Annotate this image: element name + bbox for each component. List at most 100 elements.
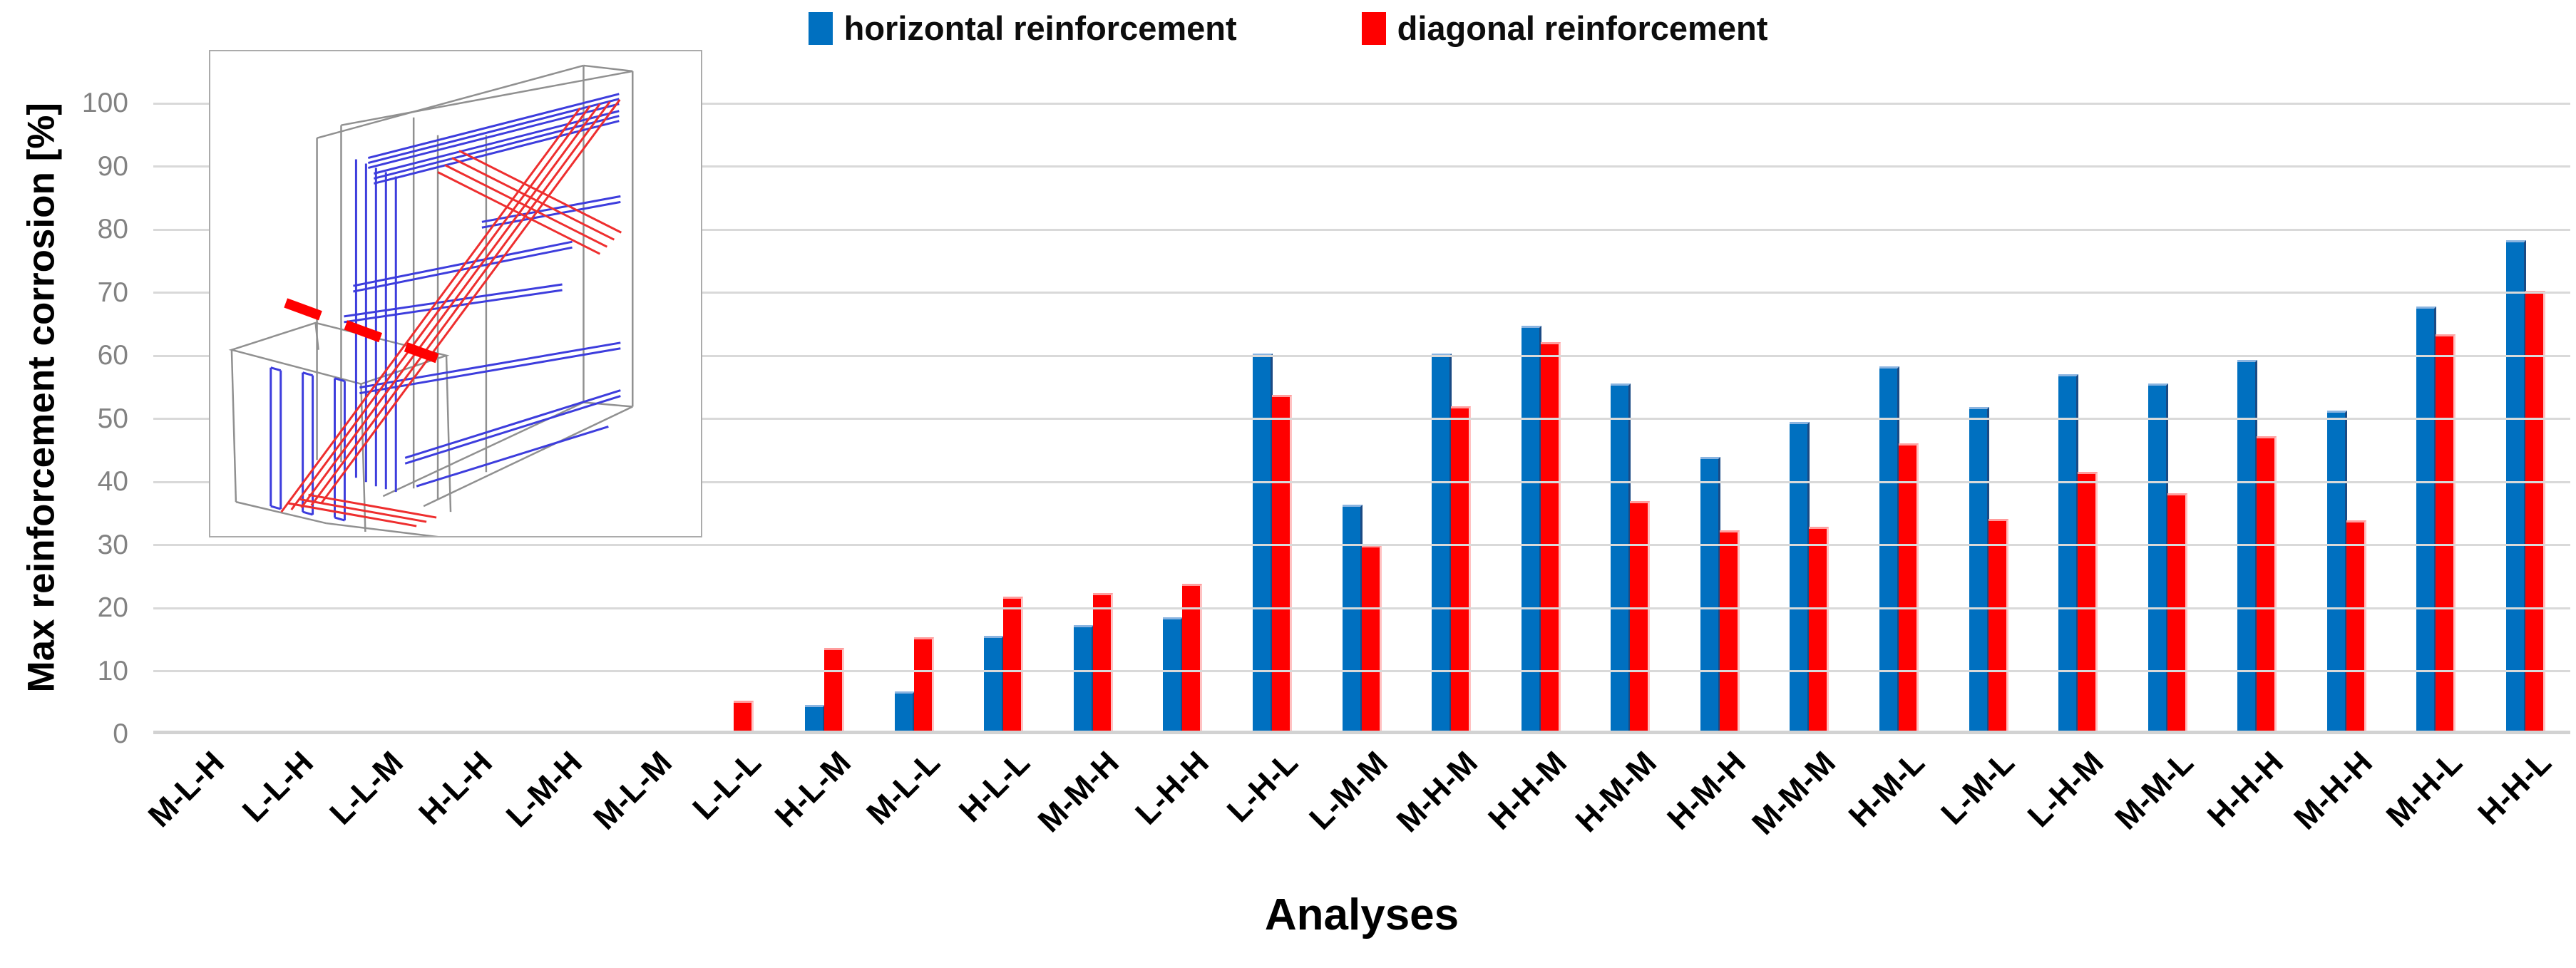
y-axis-tick-labels: 0 10 20 30 40 50 60 70 80 90 100: [0, 88, 128, 749]
diagonal-bar-H-L-L: [1003, 596, 1024, 734]
bar-group-L-L-L: [690, 103, 780, 734]
bar-group-M-M-L: [2123, 103, 2212, 734]
plot-area: [153, 102, 2571, 734]
bar-group-L-H-M: [2033, 103, 2123, 734]
horizontal-rebar-lines: [270, 93, 621, 522]
bar-group-H-M-M: [1586, 103, 1676, 734]
x-axis-title: Analyses: [1264, 890, 1459, 939]
diagonal-series-swatch-icon: [1361, 11, 1386, 45]
x-tick-label-H-M-M: H-M-M: [1568, 743, 1663, 840]
bar-group-H-L-M: [780, 103, 870, 734]
diagonal-bar-H-M-M: [1630, 501, 1651, 734]
reinforcement-wireframe-drawing: [228, 64, 634, 536]
gridline: [153, 165, 2570, 168]
bar-group-L-M-M: [1317, 103, 1407, 734]
horizontal-bar-M-H-H: [2326, 410, 2347, 734]
x-tick-label-M-M-L: M-M-L: [2108, 743, 2200, 837]
x-tick-label-L-M-H: L-M-H: [498, 743, 589, 835]
diagonal-bar-H-M-H: [1719, 530, 1740, 734]
bar-group-L-M-L: [1944, 103, 2033, 734]
y-tick-label: 10: [97, 655, 128, 686]
diagonal-bar-H-L-M: [824, 648, 845, 734]
horizontal-bar-H-H-L: [2505, 240, 2526, 734]
x-tick-label-L-L-M: L-L-M: [322, 743, 410, 832]
x-tick-label-H-M-H: H-M-H: [1660, 743, 1753, 837]
diagonal-bar-M-M-H: [1092, 593, 1113, 734]
y-tick-label: 40: [97, 466, 128, 497]
horizontal-bar-H-M-L: [1879, 366, 1899, 734]
diagonal-bar-H-H-H: [2257, 436, 2277, 734]
gridline: [153, 544, 2570, 546]
diagonal-bar-L-H-M: [2078, 472, 2098, 734]
horizontal-bar-H-L-M: [805, 704, 826, 734]
legend-item-diagonal: diagonal reinforcement: [1361, 9, 1768, 47]
diagonal-bar-M-H-M: [1451, 406, 1472, 734]
diagonal-bar-M-M-L: [2167, 493, 2187, 734]
horizontal-bar-M-H-L: [2416, 306, 2437, 734]
x-tick-label-H-H-L: H-H-L: [2470, 743, 2559, 832]
bar-group-H-M-H: [1676, 103, 1765, 734]
x-tick-label-L-H-H: L-H-H: [1128, 743, 1216, 832]
horizontal-bar-L-H-H: [1163, 617, 1184, 734]
y-tick-label: 50: [97, 403, 128, 434]
bar-group-M-H-L: [2391, 103, 2481, 734]
y-tick-label: 80: [97, 214, 128, 244]
horizontal-bar-M-M-L: [2147, 383, 2168, 734]
y-tick-label: 90: [97, 150, 128, 182]
section-cut-dashed-line: [284, 298, 439, 364]
y-tick-label: 60: [97, 340, 128, 371]
x-tick-label-M-M-H: M-M-H: [1031, 743, 1127, 840]
bar-group-H-L-L: [959, 103, 1049, 734]
bar-group-H-M-L: [1854, 103, 1944, 734]
x-tick-label-M-L-H: M-L-H: [140, 743, 231, 835]
horizontal-bar-H-M-H: [1700, 457, 1720, 734]
legend-label-horizontal: horizontal reinforcement: [843, 9, 1237, 47]
diagonal-bar-L-H-L: [1272, 395, 1293, 734]
gridline: [153, 480, 2570, 483]
bar-group-H-H-M: [1496, 103, 1586, 734]
diagonal-bar-H-H-M: [1540, 342, 1561, 734]
diagonal-bar-L-L-L: [734, 700, 754, 734]
bar-group-M-M-M: [1765, 103, 1854, 734]
y-tick-label: 0: [113, 719, 128, 749]
diagonal-bar-H-M-L: [1898, 443, 1919, 734]
x-tick-label-L-M-M: L-M-M: [1302, 743, 1395, 837]
x-tick-label-M-L-L: M-L-L: [859, 743, 948, 832]
legend-label-diagonal: diagonal reinforcement: [1397, 9, 1768, 47]
x-tick-label-L-H-L: L-H-L: [1220, 743, 1305, 829]
horizontal-series-swatch-icon: [808, 11, 833, 45]
gridline: [153, 418, 2570, 420]
y-tick-label: 30: [97, 529, 128, 560]
reinforcement-model-inset-figure: [209, 50, 702, 537]
horizontal-bar-H-M-M: [1611, 383, 1631, 734]
diagonal-bar-M-H-H: [2346, 520, 2366, 734]
horizontal-bar-H-H-H: [2237, 359, 2258, 734]
x-tick-label-H-M-L: H-M-L: [1842, 743, 1932, 835]
diagonal-bar-M-M-M: [1809, 527, 1830, 734]
x-tick-label-L-L-L: L-L-L: [685, 743, 769, 827]
y-tick-label: 70: [97, 277, 128, 308]
horizontal-bar-H-H-M: [1521, 326, 1541, 734]
x-tick-label-M-H-L: M-H-L: [2379, 743, 2469, 835]
gridline: [153, 292, 2570, 294]
y-tick-label: 20: [97, 592, 128, 623]
diagonal-bar-L-M-M: [1361, 545, 1382, 734]
x-tick-label-H-H-M: H-H-M: [1481, 743, 1574, 837]
diagonal-bar-M-H-L: [2436, 334, 2456, 734]
x-tick-label-H-L-L: H-L-L: [951, 743, 1037, 829]
x-tick-label-M-M-M: M-M-M: [1744, 743, 1842, 842]
diagonal-bar-M-L-L: [913, 637, 934, 734]
bar-group-M-M-H: [1049, 103, 1139, 734]
x-tick-label-H-H-H: H-H-H: [2200, 743, 2290, 835]
x-axis-line: [153, 731, 2570, 734]
x-tick-label-H-L-H: H-L-H: [411, 743, 500, 832]
x-tick-label-L-L-H: L-L-H: [235, 743, 321, 829]
legend-item-horizontal: horizontal reinforcement: [808, 9, 1237, 47]
bar-group-H-H-L: [2481, 103, 2571, 734]
horizontal-bar-L-M-L: [1969, 407, 1989, 734]
horizontal-bar-M-M-M: [1790, 421, 1810, 734]
gridline: [153, 670, 2570, 672]
horizontal-bar-M-M-H: [1073, 624, 1094, 734]
horizontal-bar-M-L-L: [894, 691, 915, 734]
